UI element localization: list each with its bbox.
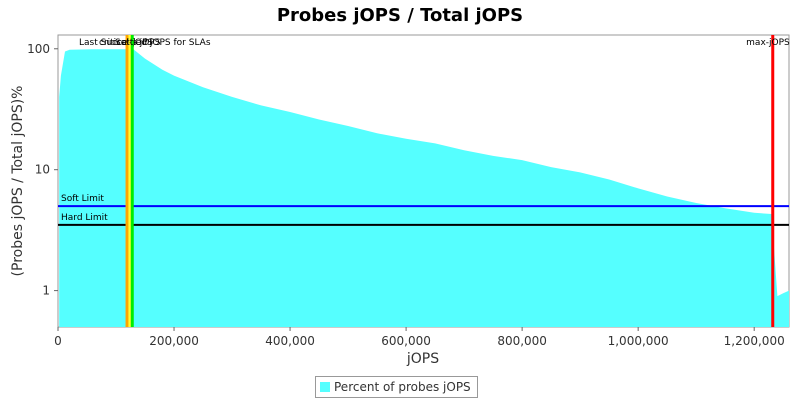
threshold-label-0: Soft Limit bbox=[61, 194, 104, 204]
x-axis-label: jOPS bbox=[406, 351, 439, 367]
plot-area: Soft Limit Hard Limit Last Success jOPScr… bbox=[57, 34, 790, 328]
threshold-label-1: Hard Limit bbox=[61, 213, 108, 223]
y-tick-label-2: 100 bbox=[27, 42, 50, 56]
legend-swatch-icon bbox=[320, 382, 330, 392]
y-tick-label-0: 1 bbox=[42, 284, 50, 298]
marker-label-0: Last Success jOPS bbox=[79, 38, 161, 48]
x-tick-label-2: 400,000 bbox=[265, 334, 315, 348]
marker-label-3: max-jOPS bbox=[746, 38, 790, 48]
x-tick-label-6: 1,200,000 bbox=[724, 334, 785, 348]
x-axis: 0 200,000 400,000 600,000 800,000 1,000,000 1,… bbox=[54, 327, 785, 348]
y-axis: 1 10 100 bbox=[27, 42, 58, 298]
x-tick-label-1: 200,000 bbox=[149, 334, 199, 348]
legend-label: Percent of probes jOPS bbox=[334, 380, 471, 394]
threshold-lines: Soft Limit Hard Limit bbox=[58, 194, 789, 226]
x-tick-label-0: 0 bbox=[54, 334, 62, 348]
series-area bbox=[59, 49, 789, 328]
legend: Percent of probes jOPS bbox=[315, 376, 478, 398]
x-tick-label-5: 1,000,000 bbox=[608, 334, 669, 348]
chart-title: Probes jOPS / Total jOPS bbox=[277, 5, 523, 26]
marker-label-1: critical-jOPS bbox=[99, 38, 153, 48]
y-tick-label-1: 10 bbox=[35, 163, 50, 177]
x-tick-label-3: 600,000 bbox=[381, 334, 431, 348]
y-axis-label: (Probes jOPS / Total jOPS)% bbox=[10, 86, 26, 277]
x-tick-label-4: 800,000 bbox=[497, 334, 547, 348]
marker-label-2: Settled jOPS for SLAs bbox=[115, 38, 211, 48]
